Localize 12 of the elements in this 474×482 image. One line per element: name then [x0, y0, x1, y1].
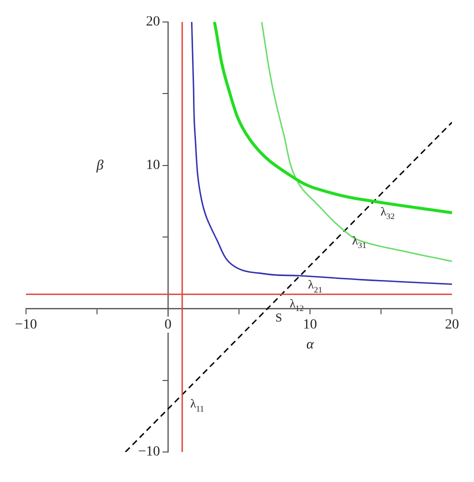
- y-tick-label: 20: [146, 14, 160, 30]
- x-tick-label: 10: [303, 317, 317, 332]
- x-tick-label: 0: [164, 317, 172, 332]
- y-axis-title: β: [96, 158, 104, 174]
- line-series: [261, 22, 452, 262]
- line-series: [212, 22, 452, 214]
- annotation: S: [275, 310, 282, 325]
- x-tick-label: 20: [445, 317, 459, 332]
- y-tick-label: −10: [138, 444, 160, 460]
- x-axis-title: α: [306, 338, 314, 353]
- y-tick-label: 10: [146, 158, 160, 174]
- x-tick-label: −10: [15, 317, 37, 332]
